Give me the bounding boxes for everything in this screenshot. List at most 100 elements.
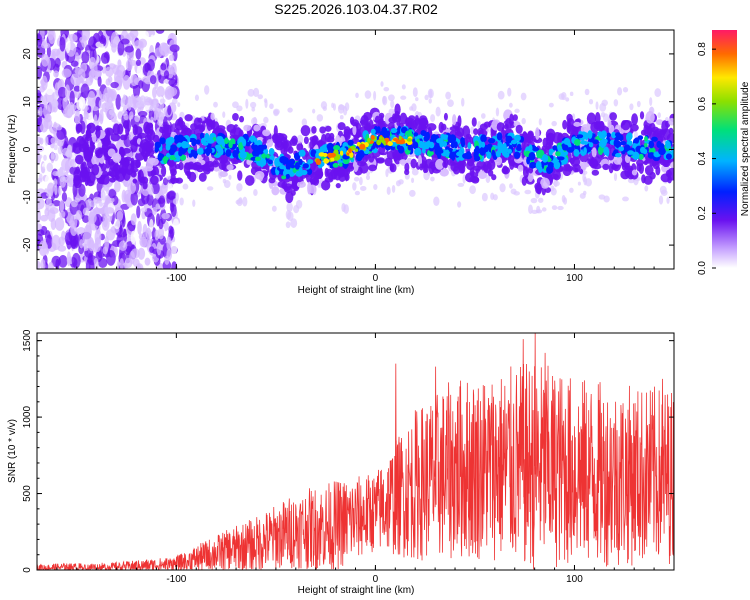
spectrogram-cell xyxy=(213,101,218,108)
spectrogram-cell xyxy=(256,139,263,147)
spectrogram-cell xyxy=(324,125,332,132)
spectrogram-cell xyxy=(619,134,624,142)
spectrogram-cell xyxy=(411,168,419,176)
spectrogram-cell xyxy=(411,103,417,112)
spectrogram-cell xyxy=(104,195,111,205)
spectrogram-cell xyxy=(205,164,211,173)
spectrogram-cell xyxy=(58,186,62,196)
spectrogram-cell xyxy=(77,68,86,83)
spectrogram-cell xyxy=(510,188,517,195)
spectrogram-cell xyxy=(67,108,73,117)
spectrogram-cell xyxy=(316,114,324,122)
spectrogram-cell xyxy=(333,144,341,151)
spectrogram-cell xyxy=(495,107,500,117)
spectrogram-cell xyxy=(454,125,461,136)
spectrogram-cell xyxy=(573,139,581,146)
spectrogram-cell xyxy=(50,137,57,145)
spectrogram-cell xyxy=(262,144,268,150)
spectrogram-cell xyxy=(538,118,542,126)
spectrogram-cell xyxy=(62,176,69,182)
spectrogram-cell xyxy=(553,160,561,170)
spectrogram-cell xyxy=(125,124,130,137)
spectrogram-cell xyxy=(156,86,165,98)
spectrogram-cell xyxy=(383,87,390,92)
spectrogram-cell xyxy=(54,217,65,231)
spectrogram-cell xyxy=(150,34,155,45)
spectrogram-cell xyxy=(358,150,365,156)
spectrogram-cell xyxy=(88,70,95,79)
spectrogram-cell xyxy=(460,137,465,144)
spectrogram-cell xyxy=(373,90,377,101)
spectrogram-cell xyxy=(507,87,512,97)
spectrogram-cell xyxy=(382,95,386,105)
spectrogram-cell xyxy=(627,150,635,155)
spectrogram-cell xyxy=(411,177,415,184)
spectrogram-cell xyxy=(51,255,61,268)
spectrogram-cell xyxy=(112,163,121,174)
spectrogram-cell xyxy=(244,175,255,186)
colorbar-gradient xyxy=(712,30,737,268)
spectrogram-cell xyxy=(149,105,154,112)
y-tick-label: 1500 xyxy=(22,329,33,352)
chart-title: S225.2026.103.04.37.R02 xyxy=(274,1,438,17)
spectrogram-cell xyxy=(290,218,298,228)
spectrogram-cell xyxy=(359,143,364,150)
x-tick-label: 0 xyxy=(373,273,379,284)
spectrogram-cell xyxy=(397,145,405,154)
spectrogram-cell xyxy=(303,136,309,145)
spectrogram-cell xyxy=(41,42,51,49)
spectrogram-cell xyxy=(219,171,228,178)
spectrogram-cell xyxy=(130,190,138,206)
spectrogram-cell xyxy=(459,164,466,174)
spectrogram-cell xyxy=(146,122,154,129)
spectrogram-cell xyxy=(585,178,593,187)
spectrogram-cell xyxy=(368,164,378,172)
spectrogram-cell xyxy=(631,113,638,126)
spectrogram-cell xyxy=(232,149,238,158)
spectrogram-cell xyxy=(601,99,608,107)
spectrogram-cell xyxy=(85,259,91,269)
spectrogram-cell xyxy=(551,120,557,127)
spectrogram-cell xyxy=(438,121,444,134)
spectrogram-cell xyxy=(261,153,267,159)
spectrogram-cell xyxy=(296,180,306,188)
spectrogram-cell xyxy=(380,81,384,87)
spectrogram-cell xyxy=(165,143,171,151)
spectrogram-cell xyxy=(183,162,191,175)
spectrogram-cell xyxy=(72,142,81,148)
spectrogram-cell xyxy=(443,112,448,121)
spectrogram-cell xyxy=(652,160,660,170)
spectrogram-cell xyxy=(501,145,509,155)
spectrogram-cell xyxy=(135,151,145,162)
spectrogram-cell xyxy=(121,189,127,203)
spectrogram-cell xyxy=(310,149,317,158)
spectrogram-cell xyxy=(168,225,174,235)
spectrogram-cell xyxy=(653,151,661,158)
spectrogram-cell xyxy=(591,169,600,176)
spectrogram-cell xyxy=(638,153,644,160)
spectrogram-cell xyxy=(376,158,385,164)
spectrogram-cell xyxy=(277,180,288,188)
spectrogram-cell xyxy=(374,115,381,125)
spectrogram-cell xyxy=(434,146,443,156)
spectrogram-cell xyxy=(197,117,203,123)
spectrogram-cell xyxy=(447,99,454,107)
spectrogram-cell xyxy=(445,146,450,152)
spectrogram-cell xyxy=(343,204,349,214)
spectrogram-cell xyxy=(645,110,655,124)
spectrogram-cell xyxy=(452,114,457,126)
spectrogram-cell xyxy=(491,174,497,181)
spectrogram-cell xyxy=(404,169,410,176)
spectrogram-cell xyxy=(91,155,100,166)
spectrogram-cell xyxy=(71,158,77,168)
spectrogram-cell xyxy=(588,99,594,105)
spectrogram-cell xyxy=(135,59,142,67)
colorbar-tick-label: 0.2 xyxy=(697,206,708,220)
spectrogram-cell xyxy=(644,136,648,142)
spectrogram-cell xyxy=(212,121,220,134)
spectrogram-cell xyxy=(57,86,67,99)
spectrogram-cell xyxy=(315,158,321,164)
spectrogram-cell xyxy=(636,100,641,108)
spectrogram-cell xyxy=(360,114,369,128)
spectrogram-cell xyxy=(348,148,352,154)
